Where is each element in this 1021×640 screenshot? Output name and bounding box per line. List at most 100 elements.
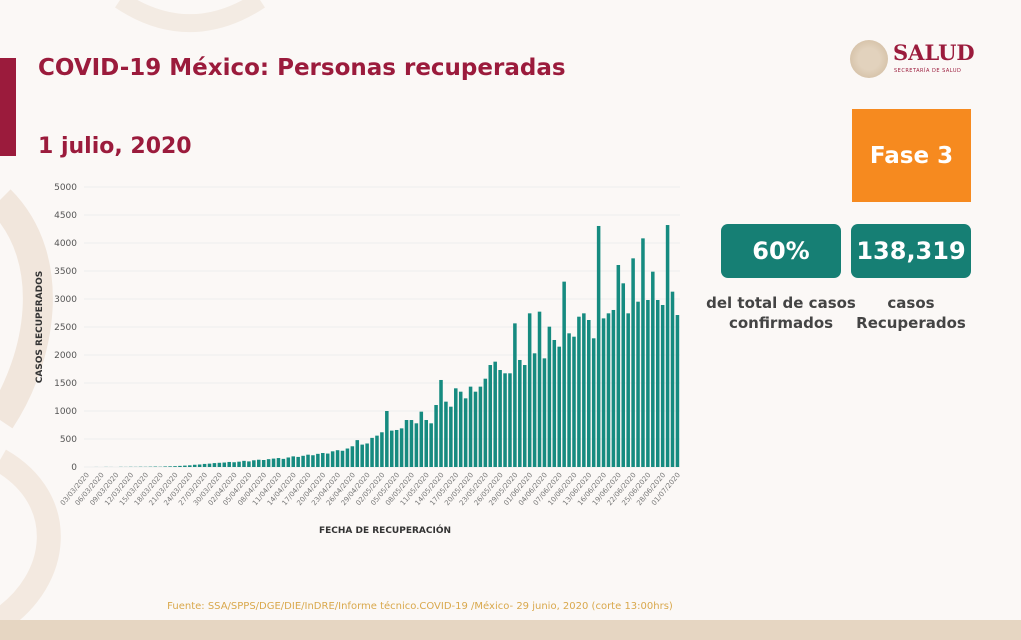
bar	[606, 313, 611, 467]
bar	[601, 318, 606, 467]
salud-logo: SALUD SECRETARÍA DE SALUD	[850, 40, 975, 82]
bar	[242, 460, 246, 467]
y-tick-label: 3500	[54, 267, 77, 277]
bar	[503, 373, 507, 467]
count-caption: casos Recuperados	[836, 293, 986, 333]
bar	[473, 391, 478, 467]
bar	[335, 450, 340, 467]
bar	[311, 455, 315, 467]
bar	[296, 456, 300, 467]
bar	[291, 456, 296, 467]
bar	[232, 462, 236, 467]
footer-band	[0, 620, 1021, 640]
bar	[355, 440, 360, 467]
bar	[552, 339, 557, 467]
bar	[513, 323, 517, 467]
bar	[399, 428, 404, 467]
bar	[449, 406, 453, 467]
bar	[178, 465, 182, 467]
bar	[468, 386, 473, 467]
bar	[458, 391, 463, 467]
bar	[394, 429, 399, 467]
source-note: Fuente: SSA/SPPS/DGE/DIE/InDRE/Informe t…	[167, 601, 673, 612]
bar	[522, 365, 527, 467]
bar	[498, 370, 502, 467]
phase-badge: Fase 3	[852, 109, 971, 202]
bar	[271, 458, 276, 467]
bar	[454, 388, 458, 467]
bar	[252, 460, 256, 467]
bar	[409, 420, 414, 467]
logo-subtitle: SECRETARÍA DE SALUD	[894, 68, 962, 74]
bar	[444, 401, 448, 467]
bar	[665, 225, 670, 467]
bar	[301, 455, 305, 467]
bar	[670, 291, 675, 467]
percent-caption: del total de casos confirmados	[706, 293, 856, 333]
bar	[660, 304, 665, 467]
accent-bar	[0, 58, 16, 156]
y-tick-label: 5000	[54, 183, 77, 193]
bar	[527, 313, 532, 467]
bar	[227, 461, 231, 467]
caption-line: casos	[887, 294, 935, 312]
report-date: 1 julio, 2020	[38, 134, 192, 159]
bar	[325, 453, 330, 467]
bar	[360, 444, 364, 467]
bar	[183, 465, 187, 467]
bar	[587, 320, 591, 467]
bar	[577, 316, 581, 467]
bar	[345, 448, 350, 467]
caption-line: Recuperados	[856, 314, 966, 332]
bar	[207, 463, 212, 467]
bar	[655, 300, 660, 467]
bar	[237, 461, 241, 467]
y-tick-label: 2500	[54, 323, 77, 333]
bar	[192, 464, 197, 467]
bar	[375, 435, 379, 467]
bar	[404, 420, 409, 467]
bar	[493, 361, 497, 467]
bar	[380, 432, 384, 467]
y-tick-label: 1500	[54, 379, 77, 389]
bar	[286, 457, 291, 467]
bar	[547, 326, 552, 467]
y-tick-label: 4000	[54, 239, 77, 249]
bar	[188, 465, 192, 467]
bar	[439, 379, 443, 467]
bar	[651, 271, 655, 467]
bar	[483, 378, 488, 467]
bar	[365, 443, 369, 467]
bar	[212, 463, 217, 467]
bar	[316, 453, 320, 467]
bar	[646, 300, 650, 467]
y-tick-label: 4500	[54, 211, 77, 221]
bar	[163, 466, 167, 467]
logo-name: SALUD	[893, 40, 975, 65]
bar	[173, 466, 177, 467]
bar	[330, 451, 335, 467]
bar	[557, 346, 561, 467]
bar	[572, 336, 576, 467]
bar	[256, 459, 261, 467]
bar	[281, 458, 286, 467]
bar	[168, 466, 172, 467]
y-tick-label: 2000	[54, 351, 77, 361]
bar	[463, 398, 468, 467]
mexico-seal-icon	[850, 40, 888, 78]
bar	[611, 309, 616, 467]
bar	[276, 458, 281, 467]
bar	[478, 386, 483, 467]
bar	[596, 225, 601, 467]
bar	[202, 463, 207, 467]
bar	[434, 405, 438, 467]
y-axis-label: CASOS RECUPERADOS	[35, 271, 45, 384]
bar	[636, 301, 640, 467]
bar	[508, 373, 512, 467]
bar	[488, 365, 493, 467]
bar	[350, 446, 355, 467]
bar	[631, 258, 635, 467]
bar	[518, 359, 522, 467]
